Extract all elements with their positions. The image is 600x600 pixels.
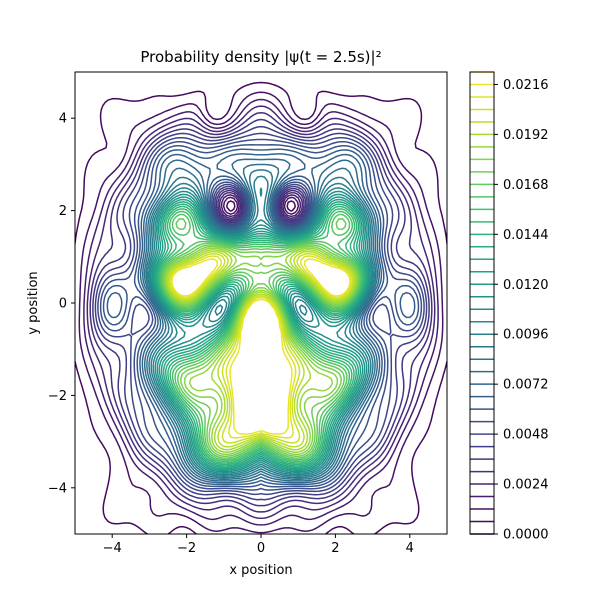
x-tick-label: −4 — [103, 541, 122, 556]
y-tick-label: 0 — [59, 297, 67, 312]
contour-level-17 — [149, 190, 373, 474]
contour-level-26 — [160, 213, 362, 461]
contour-level-32 — [167, 250, 355, 448]
x-tick-label: 2 — [331, 541, 339, 556]
contour-level-34 — [169, 255, 353, 439]
x-tick-label: 0 — [257, 541, 265, 556]
colorbar-tick-label: 0.0024 — [503, 478, 549, 493]
y-tick-label: 2 — [59, 204, 67, 219]
x-axis-label: x position — [229, 563, 292, 578]
contour-level-30 — [164, 247, 358, 453]
contour-level-22 — [155, 203, 367, 467]
colorbar-tick-label: 0.0096 — [503, 328, 549, 343]
x-tick-label: 4 — [406, 541, 414, 556]
contour-level-9 — [102, 144, 420, 488]
contour-level-11 — [139, 153, 383, 484]
contour-level-33 — [168, 252, 354, 444]
colorbar-tick-label: 0.0192 — [503, 128, 549, 143]
contour-level-18 — [151, 193, 371, 473]
contour-level-29 — [163, 245, 359, 456]
contour-level-25 — [159, 210, 363, 463]
contour-level-10 — [106, 148, 416, 486]
contour-level-6 — [94, 125, 428, 501]
contour-lines — [75, 81, 447, 534]
x-tick-label: −2 — [177, 541, 196, 556]
contour-level-20 — [153, 198, 369, 470]
colorbar-tick-label: 0.0144 — [503, 228, 549, 243]
contour-level-23 — [157, 205, 365, 466]
contour-level-19 — [152, 196, 370, 472]
contour-level-21 — [154, 201, 368, 469]
colorbar-tick-label: 0.0048 — [503, 428, 549, 443]
contour-level-24 — [158, 208, 364, 464]
y-axis: −4 −2 0 2 4 — [48, 112, 75, 496]
contour-level-3 — [86, 105, 436, 520]
contour-level-13 — [143, 163, 379, 480]
contour-level-4 — [89, 111, 433, 513]
contour-level-14 — [145, 169, 377, 479]
colorbar-frame — [469, 71, 495, 535]
contour-level-5 — [92, 118, 430, 507]
contour-level-8 — [99, 138, 423, 491]
contour-level-15 — [146, 175, 376, 477]
colorbar-tick-label: 0.0072 — [503, 378, 549, 393]
x-axis: −4 −2 0 2 4 — [103, 534, 414, 556]
colorbar-ticks: 0.0000 0.0024 0.0048 0.0072 0.0096 0.0120 0.01… — [494, 78, 549, 543]
contour-level-0 — [75, 81, 447, 534]
y-axis-label: y position — [26, 271, 41, 334]
contour-level-1 — [78, 91, 444, 534]
y-tick-label: −4 — [48, 481, 67, 496]
contour-level-28 — [162, 244, 360, 457]
contour-level-2 — [83, 98, 439, 526]
contour-level-16 — [148, 187, 374, 476]
contour-level-35 — [171, 258, 351, 435]
colorbar — [470, 71, 494, 535]
contour-level-12 — [141, 158, 381, 482]
chart-title: Probability density |ψ(t = 2.5s)|² — [140, 48, 381, 66]
colorbar-tick-label: 0.0168 — [503, 178, 549, 193]
contour-level-7 — [97, 132, 425, 496]
colorbar-tick-label: 0.0216 — [503, 78, 549, 93]
colorbar-tick-label: 0.0120 — [503, 278, 549, 293]
y-tick-label: −2 — [48, 389, 67, 404]
colorbar-tick-label: 0.0000 — [503, 528, 549, 543]
contour-level-31 — [166, 249, 356, 451]
y-tick-label: 4 — [59, 112, 67, 127]
contour-level-27 — [161, 217, 361, 459]
